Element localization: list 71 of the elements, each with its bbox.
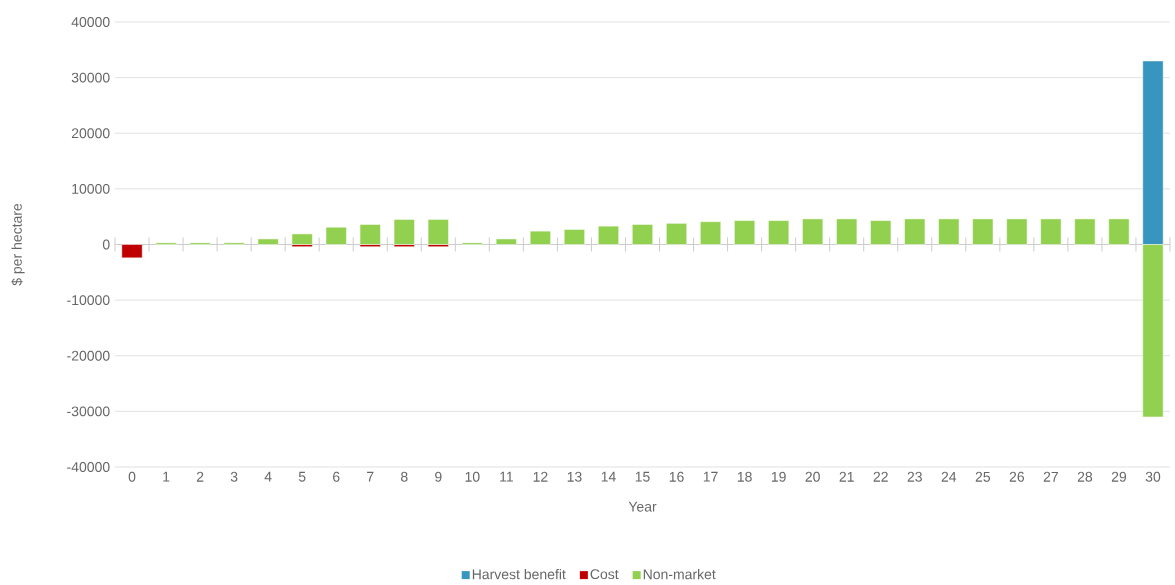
bar xyxy=(393,219,415,245)
bar xyxy=(904,218,926,245)
bar xyxy=(1040,218,1062,245)
y-tick-label: 10000 xyxy=(72,183,110,194)
x-tick-label: 8 xyxy=(401,471,408,482)
legend-label: Non-market xyxy=(643,568,716,580)
x-tick-label: 23 xyxy=(907,471,922,482)
y-tick-label: -10000 xyxy=(67,295,110,306)
x-tick-label: 28 xyxy=(1077,471,1093,482)
x-tick-label: 27 xyxy=(1043,471,1058,482)
bar xyxy=(427,219,449,245)
bar xyxy=(972,218,994,245)
y-axis-title: $ per hectare xyxy=(11,203,25,286)
legend-label: Cost xyxy=(590,569,619,580)
bar xyxy=(291,233,313,245)
x-tick-label: 3 xyxy=(230,471,238,482)
x-tick-label: 7 xyxy=(367,471,374,482)
x-tick-label: 4 xyxy=(264,471,272,482)
y-tick-label: -30000 xyxy=(67,406,110,417)
x-tick-label: 17 xyxy=(703,471,718,482)
x-tick-label: 13 xyxy=(567,471,582,482)
x-tick-label: 21 xyxy=(839,471,854,482)
y-tick-label: 30000 xyxy=(71,72,110,83)
y-tick-label: -40000 xyxy=(67,462,110,472)
bar xyxy=(529,230,551,245)
bar xyxy=(1006,218,1028,245)
x-tick-label: 2 xyxy=(196,471,204,482)
bar xyxy=(632,224,653,245)
x-tick-label: 12 xyxy=(533,471,548,482)
bar xyxy=(836,218,858,245)
x-tick-label: 29 xyxy=(1111,471,1127,482)
bar xyxy=(1074,218,1096,245)
x-tick-label: 6 xyxy=(333,471,340,482)
x-tick-label: 24 xyxy=(941,471,957,482)
bar xyxy=(563,229,585,245)
bar xyxy=(768,220,790,245)
bar xyxy=(495,238,517,245)
legend-label: Harvest benefit xyxy=(472,568,566,580)
x-tick-label: 19 xyxy=(771,471,786,482)
x-tick-label: 1 xyxy=(163,471,170,482)
bar xyxy=(359,224,381,245)
bar xyxy=(257,238,279,245)
y-tick-label: -20000 xyxy=(67,350,110,361)
x-tick-label: 20 xyxy=(805,471,820,482)
x-tick-label: 15 xyxy=(635,471,650,482)
bar xyxy=(325,227,347,245)
x-tick-label: 10 xyxy=(465,471,480,482)
bar xyxy=(734,220,756,245)
x-tick-label: 30 xyxy=(1145,471,1161,482)
bar xyxy=(938,218,960,245)
x-tick-label: 16 xyxy=(669,471,684,482)
x-tick-label: 11 xyxy=(500,471,513,482)
bar xyxy=(598,225,619,245)
bar xyxy=(802,218,824,245)
x-axis-title: Year xyxy=(628,501,657,512)
x-tick-label: 0 xyxy=(128,471,136,482)
bar xyxy=(870,220,892,245)
bar xyxy=(1108,218,1130,245)
x-tick-label: 14 xyxy=(601,471,616,482)
bar xyxy=(121,244,143,259)
y-tick-label: 0 xyxy=(102,239,110,250)
x-tick-label: 9 xyxy=(435,471,442,482)
x-tick-label: 5 xyxy=(298,471,306,482)
x-tick-label: 26 xyxy=(1009,471,1025,482)
x-tick-label: 22 xyxy=(873,471,888,482)
bar xyxy=(666,223,687,245)
bar xyxy=(700,221,722,245)
y-tick-label: 20000 xyxy=(71,128,110,139)
y-tick-label: 40000 xyxy=(71,17,110,27)
x-tick-label: 18 xyxy=(737,471,752,482)
x-tick-label: 25 xyxy=(975,471,991,482)
